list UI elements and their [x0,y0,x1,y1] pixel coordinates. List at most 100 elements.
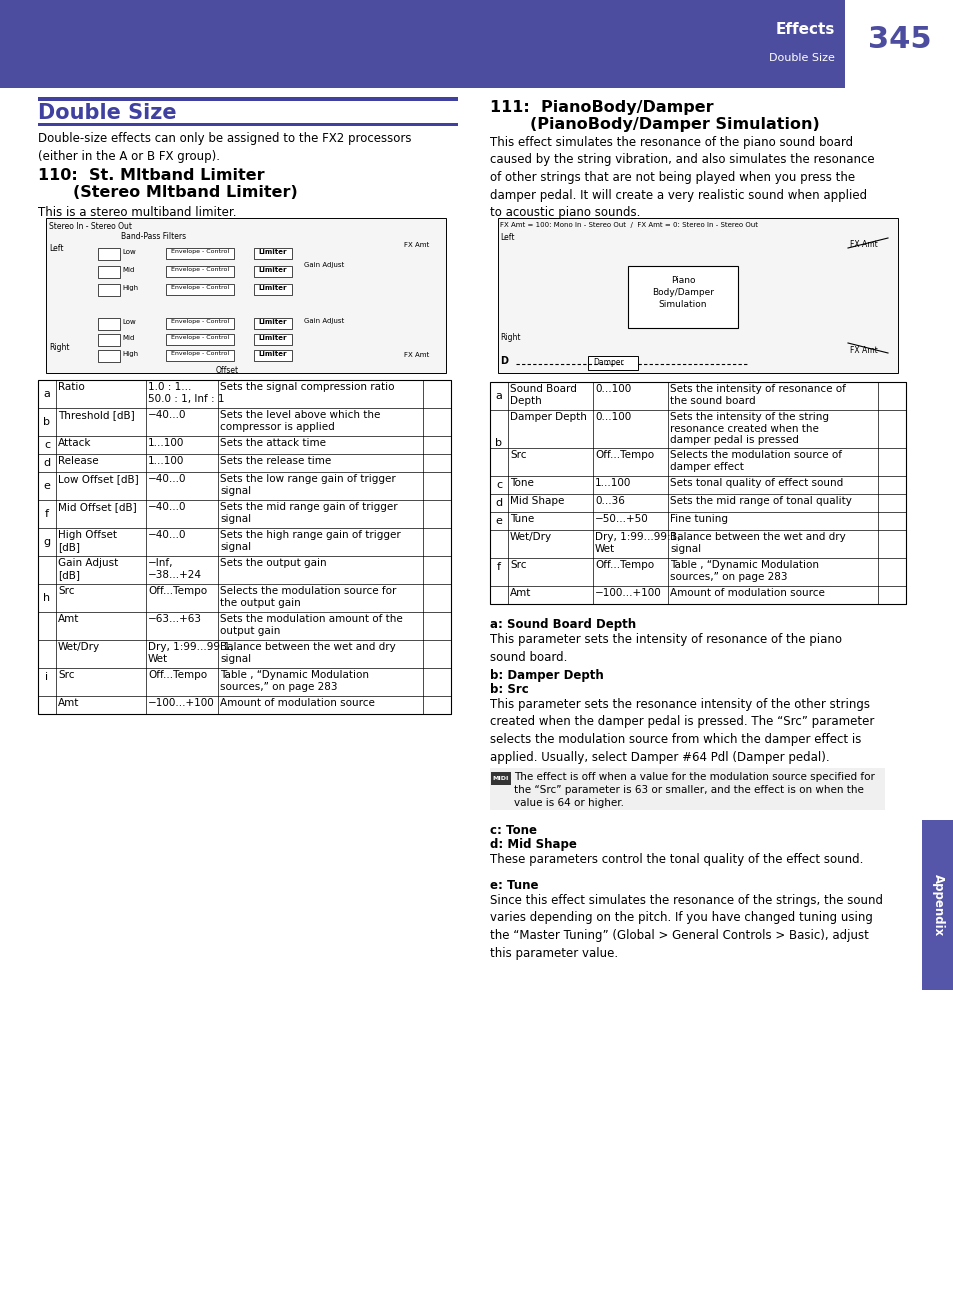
Text: This effect simulates the resonance of the piano sound board
caused by the strin: This effect simulates the resonance of t… [490,136,874,218]
Text: −Inf,
−38...+24: −Inf, −38...+24 [148,559,202,579]
Bar [166,249,233,259]
Text: This parameter sets the intensity of resonance of the piano
sound board.: This parameter sets the intensity of res… [490,633,841,664]
Text: This is a stereo multiband limiter.: This is a stereo multiband limiter. [38,205,236,218]
Text: g: g [44,538,51,547]
Text: Mid: Mid [122,267,134,273]
Bar [490,382,905,604]
Text: Double Size: Double Size [38,103,176,123]
Text: Right: Right [49,343,70,352]
Text: These parameters control the tonal quality of the effect sound.: These parameters control the tonal quali… [490,853,862,866]
Text: Right: Right [499,334,520,341]
Text: Sets the signal compression ratio: Sets the signal compression ratio [220,382,395,392]
Text: −40...0: −40...0 [148,409,186,420]
Text: Src: Src [510,450,526,460]
Bar [98,249,120,260]
Text: Amount of modulation source: Amount of modulation source [220,698,375,708]
Bar [844,0,953,88]
Text: Dry, 1:99...99:1,
Wet: Dry, 1:99...99:1, Wet [148,642,233,663]
Text: b: Src: b: Src [490,683,528,696]
Text: Wet/Dry: Wet/Dry [510,532,552,542]
Text: Low: Low [122,319,135,324]
Text: Ratio: Ratio [58,382,85,392]
Text: Gain Adjust: Gain Adjust [304,318,344,324]
Text: Release: Release [58,456,98,466]
Text: The effect is off when a value for the modulation source specified for
the “Src”: The effect is off when a value for the m… [514,772,874,807]
Text: 345: 345 [867,25,931,55]
Text: Off...Tempo: Off...Tempo [595,560,654,570]
Text: Limiter: Limiter [258,319,287,324]
Bar [253,249,292,259]
Text: Envelope - Control: Envelope - Control [171,249,229,254]
Text: Wet/Dry: Wet/Dry [58,642,100,651]
Bar [166,266,233,277]
Bar [253,284,292,296]
Text: 1.0 : 1...
50.0 : 1, Inf : 1: 1.0 : 1... 50.0 : 1, Inf : 1 [148,382,224,404]
Bar [921,820,953,990]
Text: −40...0: −40...0 [148,502,186,511]
Text: Left: Left [49,245,64,252]
Text: Sets the high range gain of trigger
signal: Sets the high range gain of trigger sign… [220,530,400,552]
Text: 110:  St. Mltband Limiter: 110: St. Mltband Limiter [38,167,264,183]
Bar [98,266,120,279]
Text: Dry, 1:99...99:1,
Wet: Dry, 1:99...99:1, Wet [595,532,679,553]
Text: c: Tone: c: Tone [490,824,537,837]
Text: d: d [44,458,51,468]
Text: Attack: Attack [58,438,91,449]
Text: Band-Pass Filters: Band-Pass Filters [121,232,186,241]
Text: Piano
Body/Damper
Simulation: Piano Body/Damper Simulation [651,276,713,309]
Bar [166,351,233,361]
Text: Gain Adjust
[dB]: Gain Adjust [dB] [58,559,118,579]
Text: Low Offset [dB]: Low Offset [dB] [58,473,138,484]
Text: FX Amt: FX Amt [849,239,877,249]
Text: i: i [46,672,49,681]
Text: Sets the mid range of tonal quality: Sets the mid range of tonal quality [669,496,851,506]
Text: Table , “Dynamic Modulation
sources,” on page 283: Table , “Dynamic Modulation sources,” on… [220,670,369,692]
Bar [46,218,446,373]
Text: Double Size: Double Size [768,54,834,63]
Text: c: c [496,480,501,490]
Text: Stereo In - Stereo Out: Stereo In - Stereo Out [49,222,132,232]
Text: (Stereo Mltband Limiter): (Stereo Mltband Limiter) [73,184,297,200]
Bar [166,284,233,296]
Text: −100...+100: −100...+100 [148,698,214,708]
Text: Fine tuning: Fine tuning [669,514,727,525]
Text: D: D [499,356,507,366]
Text: Limiter: Limiter [258,335,287,341]
Text: c: c [44,439,50,450]
Text: High: High [122,285,138,290]
Text: (PianoBody/Damper Simulation): (PianoBody/Damper Simulation) [530,116,819,132]
Text: Amount of modulation source: Amount of modulation source [669,589,824,598]
Bar [98,318,120,330]
Text: e: e [44,481,51,490]
Text: Balance between the wet and dry
signal: Balance between the wet and dry signal [220,642,395,663]
Text: Double-size effects can only be assigned to the FX2 processors
(either in the A : Double-size effects can only be assigned… [38,132,411,164]
Text: Envelope - Control: Envelope - Control [171,267,229,272]
Bar [491,772,511,785]
Text: Sets the intensity of the string
resonance created when the
damper pedal is pres: Sets the intensity of the string resonan… [669,412,828,445]
Text: Sets the modulation amount of the
output gain: Sets the modulation amount of the output… [220,613,402,636]
Text: Damper Depth: Damper Depth [510,412,586,422]
Text: Off...Tempo: Off...Tempo [148,586,207,596]
Bar [38,97,457,101]
Text: Tone: Tone [510,477,534,488]
Text: Since this effect simulates the resonance of the strings, the sound
varies depen: Since this effect simulates the resonanc… [490,893,882,960]
Bar [627,266,738,328]
Text: f: f [45,509,49,519]
Text: Mid Shape: Mid Shape [510,496,564,506]
Text: High Offset
[dB]: High Offset [dB] [58,530,117,552]
Text: 0...100: 0...100 [595,385,631,394]
Text: −40...0: −40...0 [148,530,186,540]
Text: Offset: Offset [215,366,239,375]
Bar [166,334,233,345]
Text: Sets the low range gain of trigger
signal: Sets the low range gain of trigger signa… [220,473,395,496]
Text: Sound Board
Depth: Sound Board Depth [510,385,577,405]
Text: FX Amt: FX Amt [403,352,429,358]
Bar [253,266,292,277]
Text: −50...+50: −50...+50 [595,514,648,525]
Text: Gain Adjust: Gain Adjust [304,262,344,268]
Text: f: f [497,562,500,572]
Text: Sets the attack time: Sets the attack time [220,438,326,449]
Text: Envelope - Control: Envelope - Control [171,351,229,356]
Text: 0...36: 0...36 [595,496,624,506]
Text: e: e [495,515,502,526]
